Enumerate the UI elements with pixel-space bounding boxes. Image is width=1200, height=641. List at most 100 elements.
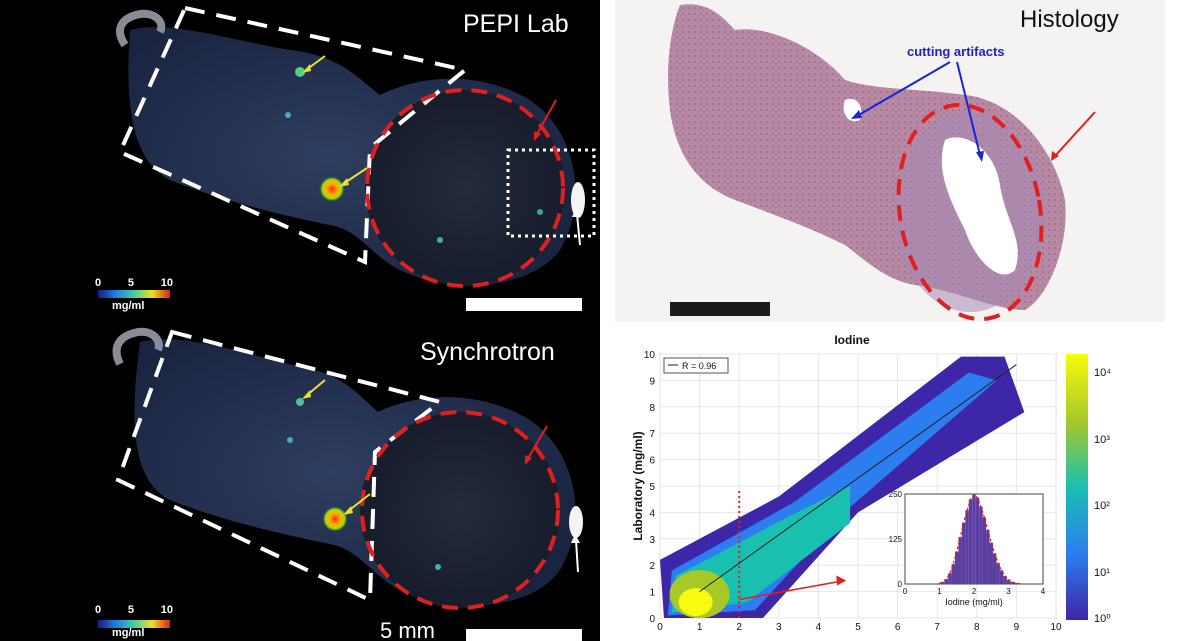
- x-tick-label: 5: [855, 622, 861, 633]
- histology-image: [668, 4, 1096, 322]
- scale-bar: [466, 298, 582, 311]
- histology-panel: Histology cutting artifacts: [615, 0, 1165, 322]
- red-arrow-head: [1051, 151, 1059, 161]
- inset-y-tick: 250: [889, 490, 903, 499]
- y-tick-label: 4: [649, 508, 655, 519]
- inset-bar: [1010, 581, 1014, 584]
- hotspot-marker: [295, 67, 305, 77]
- red-arrow: [535, 99, 557, 137]
- inset-x-label: Iodine (mg/ml): [945, 597, 1003, 607]
- yellow-arrow-head: [343, 506, 353, 515]
- hotspot-marker: [319, 176, 345, 202]
- chart-title: Iodine: [834, 333, 870, 347]
- inset-bar: [955, 551, 959, 584]
- bright-artifact: [571, 182, 585, 218]
- red-arrow-head: [525, 455, 532, 465]
- x-tick-label: 10: [1050, 622, 1062, 633]
- colorbar-tick: 10: [160, 277, 173, 289]
- inset-arrow-head: [836, 575, 847, 586]
- y-axis-label: Laboratory (mg/ml): [631, 431, 645, 540]
- x-tick-label: 1: [697, 622, 703, 633]
- inset-bar: [965, 510, 969, 584]
- scale-label: 5 mm: [380, 618, 435, 641]
- inset-bar: [961, 522, 966, 584]
- colorbar-tick: 5: [127, 277, 134, 289]
- hotspot-marker: [437, 237, 443, 243]
- inset-bar: [944, 578, 949, 584]
- yellow-arrow-head: [302, 390, 311, 399]
- bright-artifact: [569, 506, 583, 538]
- inset-x-tick: 4: [1041, 587, 1046, 596]
- x-tick-label: 6: [895, 622, 901, 633]
- x-tick-label: 0: [657, 622, 663, 633]
- y-tick-label: 0: [649, 614, 655, 625]
- tissue-tail: [112, 327, 163, 366]
- x-tick-label: 3: [776, 622, 782, 633]
- inset-bar: [937, 583, 942, 584]
- inset-x-tick: 1: [937, 587, 942, 596]
- tissue-tail: [116, 9, 166, 48]
- annotation-label: cutting artifacts: [907, 44, 1005, 59]
- yellow-arrow-head: [302, 64, 311, 73]
- panel-title: Synchrotron: [420, 338, 555, 366]
- inset-x-tick: 2: [972, 587, 977, 596]
- fit-line: [699, 364, 1017, 593]
- inset-bar: [989, 542, 993, 584]
- colorbar-tick: 0: [95, 604, 102, 616]
- legend-box: [663, 357, 729, 374]
- cutting-artifact: [941, 137, 1018, 275]
- lesion-dashed-circle: [360, 410, 560, 610]
- colorbar-tick: 0: [95, 277, 102, 289]
- inset-bar: [1006, 579, 1011, 584]
- inset-x-tick: 0: [903, 587, 908, 596]
- inset-bar: [1003, 576, 1007, 584]
- white-arrow: [576, 213, 581, 246]
- scale-bar: [670, 302, 770, 316]
- white-arrow-head: [571, 534, 580, 543]
- inset-bar: [992, 553, 997, 584]
- inset-bar: [979, 506, 983, 584]
- colorbar-tick: 5: [127, 604, 134, 616]
- white-arrow: [575, 539, 579, 573]
- colorbar-tick-label: 10²: [1094, 500, 1110, 512]
- colorbar-tick-label: 10¹: [1094, 567, 1110, 579]
- synchrotron-panel: Synchrotron 0 5 10 mg/ml 5 mm: [0, 322, 600, 641]
- colorbar: [1066, 354, 1088, 620]
- inset-bar: [1013, 582, 1018, 584]
- x-tick-label: 7: [934, 622, 940, 633]
- inset-bar: [941, 581, 945, 584]
- hotspot-marker: [287, 437, 293, 443]
- red-arrow-head: [534, 131, 541, 141]
- inset-bar: [975, 497, 980, 584]
- panel-title: Histology: [1020, 6, 1119, 33]
- hotspot-marker: [537, 209, 543, 215]
- heatmap-core: [678, 588, 713, 617]
- annotation-arrow: [956, 61, 981, 156]
- annotation-arrow-head: [976, 151, 984, 162]
- inset-bar: [958, 537, 962, 584]
- inset-bar: [999, 570, 1004, 584]
- synchrotron-image: [98, 327, 583, 641]
- y-tick-label: 9: [649, 376, 655, 387]
- colorbar-tick: 10: [160, 604, 173, 616]
- inset-y-tick: 125: [889, 535, 903, 544]
- lesion-region: [360, 412, 560, 608]
- pepi-lab-image: [98, 5, 596, 311]
- colorbar-ticks: 0 5 10: [95, 277, 173, 289]
- zoom-dotted-box: [506, 148, 596, 238]
- annotation-arrow-head: [851, 110, 862, 119]
- roi-dashed-outline: [115, 329, 445, 604]
- x-tick-label: 9: [1014, 622, 1020, 633]
- lesion-region: [365, 90, 565, 286]
- yellow-arrow-head: [339, 178, 349, 187]
- hotspot-marker: [285, 112, 291, 118]
- y-tick-label: 5: [649, 482, 655, 493]
- panel-title: PEPI Lab: [463, 10, 569, 38]
- scale-bar: [466, 629, 582, 641]
- red-arrow: [526, 425, 548, 461]
- y-tick-label: 7: [649, 429, 655, 440]
- red-arrow: [1054, 111, 1096, 157]
- x-tick-label: 8: [974, 622, 980, 633]
- hotspot-marker: [435, 564, 441, 570]
